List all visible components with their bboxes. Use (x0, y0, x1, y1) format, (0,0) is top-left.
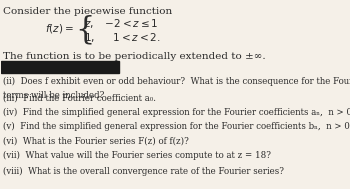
Text: (vii)  What value will the Fourier series compute to at z = 18?: (vii) What value will the Fourier series… (3, 151, 271, 160)
Text: (vi)  What is the Fourier series F(z) of f(z)?: (vi) What is the Fourier series F(z) of … (3, 136, 189, 145)
Text: The function is to be periodically extended to ±∞.: The function is to be periodically exten… (3, 52, 266, 61)
Text: (v)  Find the simplified general expression for the Fourier coefficients bₙ,  n : (v) Find the simplified general expressi… (3, 122, 350, 131)
Text: Consider the piecewise function: Consider the piecewise function (3, 7, 173, 16)
Text: (viii)  What is the overall convergence rate of the Fourier series?: (viii) What is the overall convergence r… (3, 167, 284, 176)
Text: (iii)  Find the Fourier coefficient a₀.: (iii) Find the Fourier coefficient a₀. (3, 94, 156, 103)
Text: (ii)  Does f exhibit even or odd behaviour?  What is the consequence for the Fou: (ii) Does f exhibit even or odd behaviou… (3, 77, 350, 86)
Text: terms will be included?: terms will be included? (3, 91, 105, 100)
Bar (1, 61, 119, 73)
Text: (iv)  Find the simplified general expression for the Fourier coefficients aₙ,  n: (iv) Find the simplified general express… (3, 108, 350, 117)
Text: $z,$   $-2 < z \leq 1$: $z,$ $-2 < z \leq 1$ (84, 17, 159, 30)
Text: {: { (76, 15, 95, 46)
Text: $f(z) =$: $f(z) =$ (44, 22, 74, 35)
Text: $1,$     $1 < z < 2.$: $1,$ $1 < z < 2.$ (84, 31, 161, 44)
